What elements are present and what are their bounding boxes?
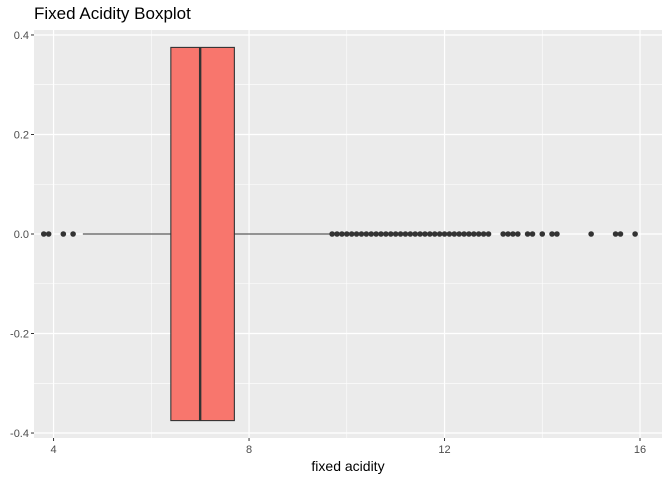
outlier-point xyxy=(387,231,394,237)
outlier-point xyxy=(343,231,350,237)
x-tick-label: 8 xyxy=(246,444,252,456)
outlier-point xyxy=(588,231,594,237)
outlier-point xyxy=(70,231,76,237)
outlier-point xyxy=(436,231,443,237)
outlier-point xyxy=(480,231,487,237)
outlier-point xyxy=(407,231,414,237)
outlier-point xyxy=(417,231,423,237)
outlier-point xyxy=(431,231,438,237)
outlier-point xyxy=(515,231,521,237)
outlier-point xyxy=(363,231,370,237)
outlier-point xyxy=(500,231,506,237)
outlier-point xyxy=(485,231,492,237)
x-tick-label: 4 xyxy=(50,444,56,456)
outlier-point xyxy=(40,231,47,237)
outlier-point xyxy=(466,231,472,237)
outlier-point xyxy=(422,231,428,237)
x-tick-label: 16 xyxy=(634,444,646,456)
outlier-point xyxy=(412,231,418,237)
outlier-point xyxy=(451,231,458,237)
chart-title: Fixed Acidity Boxplot xyxy=(34,4,191,23)
outlier-point xyxy=(505,231,511,237)
outlier-point xyxy=(549,231,555,237)
y-tick-label: -0.4 xyxy=(10,428,29,440)
outlier-point xyxy=(353,231,360,237)
outlier-point xyxy=(45,231,52,237)
y-tick-label: 0.2 xyxy=(14,129,29,141)
outlier-point xyxy=(60,231,67,237)
outlier-point xyxy=(358,231,365,237)
outlier-point xyxy=(471,231,477,237)
outlier-point xyxy=(524,231,531,237)
outlier-point xyxy=(510,231,516,237)
outlier-point xyxy=(402,231,409,237)
outlier-point xyxy=(427,231,433,237)
outlier-point xyxy=(475,231,482,237)
outlier-point xyxy=(539,231,546,237)
axes: -0.4 -0.2 0.0 0.2 0.4 4 8 12 16 xyxy=(10,30,646,456)
outlier-point xyxy=(334,231,340,237)
interquartile-box xyxy=(170,46,235,422)
outlier-point xyxy=(378,231,384,237)
outlier-point xyxy=(446,231,453,237)
outlier-point xyxy=(529,231,536,237)
outlier-point xyxy=(554,231,560,237)
outlier-point xyxy=(348,231,355,237)
y-tick-label: 0.0 xyxy=(14,229,29,241)
outlier-point xyxy=(339,231,345,237)
outlier-point xyxy=(383,231,389,237)
chart-marks xyxy=(40,46,638,422)
outlier-point xyxy=(441,231,448,237)
outlier-point xyxy=(329,231,335,237)
x-tick-label: 12 xyxy=(438,444,450,456)
outlier-point xyxy=(461,231,467,237)
outlier-point xyxy=(397,231,404,237)
outlier-point xyxy=(612,231,619,237)
y-tick-label: -0.2 xyxy=(10,329,29,341)
outlier-point xyxy=(368,231,375,237)
outlier-point xyxy=(617,231,624,237)
y-tick-label: 0.4 xyxy=(14,30,29,42)
outlier-point xyxy=(373,231,379,237)
outlier-point xyxy=(392,231,399,237)
outlier-point xyxy=(632,231,638,237)
x-axis-title: fixed acidity xyxy=(311,458,384,474)
outlier-point xyxy=(456,231,462,237)
